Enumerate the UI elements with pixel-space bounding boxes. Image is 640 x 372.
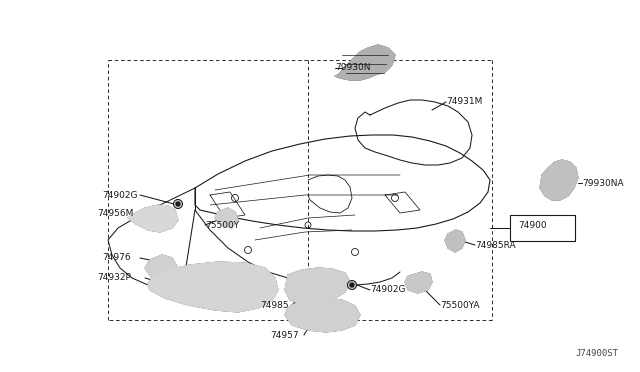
Text: 74957: 74957 — [270, 330, 299, 340]
Circle shape — [173, 199, 182, 208]
Polygon shape — [128, 205, 178, 232]
Circle shape — [176, 202, 180, 206]
Text: 75500Y: 75500Y — [205, 221, 239, 230]
Polygon shape — [335, 45, 395, 80]
Text: 74985RA: 74985RA — [475, 241, 516, 250]
Text: 74902G: 74902G — [370, 285, 406, 295]
Polygon shape — [215, 208, 238, 228]
Polygon shape — [540, 160, 578, 200]
Text: 79930NA: 79930NA — [582, 179, 623, 187]
Text: 74902G: 74902G — [102, 190, 138, 199]
Text: 74900: 74900 — [518, 221, 547, 230]
Text: 74976: 74976 — [102, 253, 131, 263]
Text: 74956M: 74956M — [97, 208, 133, 218]
Text: 74932P: 74932P — [97, 273, 131, 282]
Text: J74900ST: J74900ST — [575, 349, 618, 358]
Bar — [510, 215, 575, 241]
Text: 75500YA: 75500YA — [440, 301, 479, 310]
Text: 74985: 74985 — [260, 301, 289, 310]
Circle shape — [350, 283, 354, 287]
Polygon shape — [285, 298, 360, 332]
Polygon shape — [405, 272, 432, 293]
Text: 79930N: 79930N — [335, 64, 371, 73]
Polygon shape — [148, 262, 278, 312]
Polygon shape — [285, 268, 350, 305]
Polygon shape — [445, 230, 465, 252]
Text: 74931M: 74931M — [446, 97, 483, 106]
Polygon shape — [145, 255, 178, 282]
Circle shape — [348, 280, 356, 289]
